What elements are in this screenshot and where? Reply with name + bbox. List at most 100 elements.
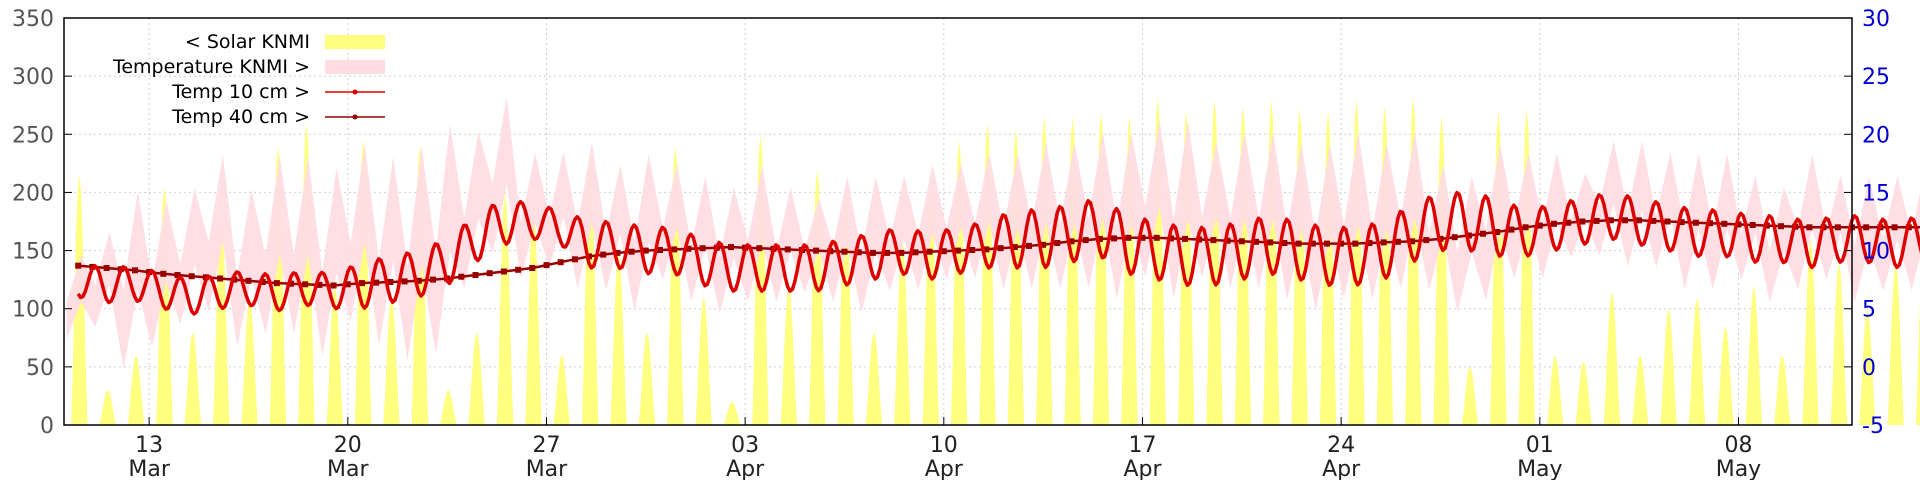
temp-40cm-point	[486, 270, 493, 277]
right-tick-label-5: 20	[1862, 123, 1890, 148]
temp-40cm-point	[1650, 217, 1657, 224]
temp-40cm-point	[898, 249, 905, 256]
solar-day-52	[1546, 355, 1564, 425]
solar-day-49	[1461, 366, 1479, 425]
temp-40cm-point	[1465, 232, 1472, 239]
solar-day-14	[468, 332, 485, 425]
solar-day-59	[1745, 285, 1762, 425]
temp-40cm-point	[1125, 234, 1132, 241]
temp-40cm-point	[75, 262, 82, 269]
solar-day-16	[525, 204, 542, 425]
left-tick-label-0: 0	[40, 414, 54, 439]
temp-40cm-point	[1409, 238, 1416, 245]
solar-day-28	[865, 332, 883, 425]
temp-40cm-point	[302, 281, 309, 288]
temp-40cm-point	[543, 262, 550, 269]
temp-40cm-point	[657, 247, 663, 253]
left-tick-label-4: 200	[12, 181, 54, 206]
temp-40cm-point	[288, 280, 294, 287]
temp-40cm-point	[1607, 217, 1614, 224]
temp-40cm-point	[955, 247, 961, 254]
right-tick-label-6: 25	[1862, 65, 1890, 90]
legend-marker-3	[352, 114, 358, 120]
temp-40cm-point	[869, 249, 876, 256]
solar-day-61	[1802, 238, 1819, 425]
temp-40cm-point	[1707, 220, 1714, 227]
temp-40cm-point	[217, 275, 224, 282]
temp-40cm-point	[259, 279, 266, 285]
temp-40cm-point	[813, 247, 820, 254]
temp-40cm-point	[1423, 237, 1430, 244]
temp-40cm-point	[841, 248, 848, 255]
legend-label-0: < Solar KNMI	[185, 31, 310, 53]
temp-40cm-point	[728, 244, 734, 251]
temp-40cm-point	[430, 276, 436, 283]
solar-day-19	[610, 250, 627, 425]
temp-40cm-point	[600, 251, 607, 258]
solar-day-56	[1660, 308, 1677, 425]
solar-day-11	[383, 297, 400, 425]
right-tick-label-1: 0	[1862, 356, 1876, 381]
solar-day-44	[1319, 111, 1337, 425]
temp-40cm-point	[188, 273, 195, 280]
temp-40cm-point	[273, 280, 280, 287]
temp-40cm-point	[1579, 218, 1586, 225]
temp-40cm-point	[571, 256, 578, 263]
temp-40cm-point	[1380, 239, 1387, 246]
solar-day-54	[1603, 291, 1621, 425]
temp-40cm-point	[103, 265, 110, 271]
solar-day-25	[780, 285, 798, 425]
solar-day-27	[837, 192, 854, 425]
solar-day-64	[1887, 262, 1904, 425]
temp-40cm-point	[912, 249, 919, 256]
temperature-band	[66, 96, 1920, 369]
temp-40cm-point	[1692, 219, 1699, 226]
solar-day-20	[638, 332, 656, 425]
left-axis: 0 50 100 150 200 250 300 350	[12, 7, 72, 439]
solar-day-23	[723, 401, 741, 425]
solar-day-39	[1178, 111, 1195, 425]
solar-area-layer	[71, 97, 1920, 426]
temp-40cm-point	[557, 259, 564, 266]
temp-40cm-point	[359, 280, 365, 287]
x-tick-month-2: Mar	[526, 457, 568, 480]
temp-40cm-point	[1210, 237, 1217, 244]
temp-40cm-point	[884, 249, 890, 256]
solar-day-26	[809, 169, 826, 425]
right-tick-label-0: -5	[1862, 414, 1884, 439]
legend-label-2: Temp 10 cm >	[171, 81, 310, 103]
x-tick-month-7: May	[1517, 457, 1562, 480]
solar-day-41	[1234, 105, 1252, 425]
solar-day-6	[241, 297, 258, 425]
temp-40cm-point	[1721, 220, 1728, 227]
temp-40cm-point	[1536, 222, 1543, 229]
temp-40cm-point	[330, 282, 337, 289]
temp-40cm-point	[1295, 240, 1302, 247]
solar-day-50	[1490, 111, 1507, 425]
temp-40cm-point	[997, 245, 1004, 252]
left-tick-label-6: 300	[12, 65, 54, 90]
temp-40cm-point	[1366, 240, 1373, 246]
temp-40cm-point	[940, 248, 947, 255]
solar-day-15	[496, 192, 514, 425]
solar-day-13	[440, 390, 457, 425]
temp-40cm-point	[699, 245, 706, 252]
temp-40cm-point	[1480, 230, 1486, 237]
solar-day-65	[1915, 298, 1920, 425]
temp-40cm-point	[1153, 234, 1160, 241]
temp-40cm-point	[472, 272, 479, 278]
temp-40cm-point	[1182, 235, 1188, 242]
temp-40cm-point	[1068, 238, 1075, 245]
solar-day-58	[1717, 326, 1734, 425]
temp-40cm-point	[1551, 220, 1557, 227]
temp-40cm-point	[515, 266, 522, 273]
temp-40cm-point	[1565, 219, 1572, 226]
temp-40cm-point	[1593, 217, 1600, 224]
left-tick-label-5: 250	[12, 123, 54, 148]
temp-40cm-point	[1224, 237, 1231, 244]
solar-day-32	[979, 122, 996, 425]
temp-40cm-point	[500, 268, 507, 275]
bottom-axis: 13Mar20Mar27Mar03Apr10Apr17Apr24Apr01May…	[128, 417, 1761, 480]
solar-day-1	[99, 390, 116, 425]
temp-40cm-point	[1891, 224, 1898, 231]
